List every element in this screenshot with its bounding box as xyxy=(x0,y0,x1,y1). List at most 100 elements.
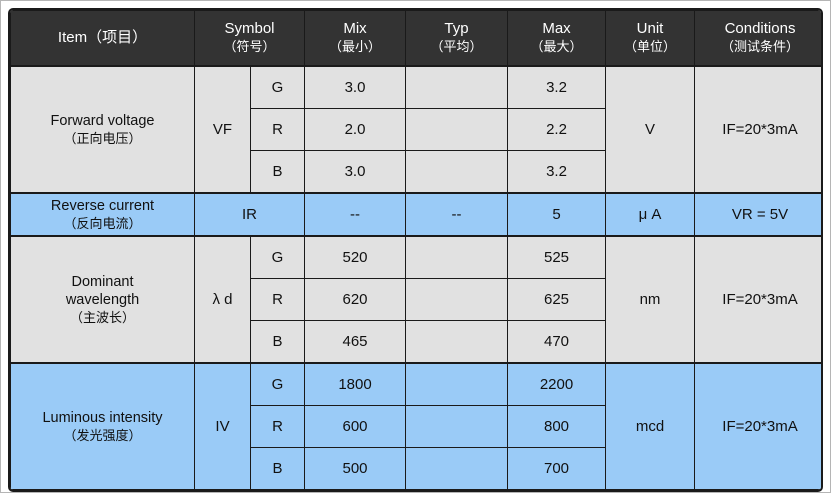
cell-mix: 3.0 xyxy=(304,65,407,109)
cell-unit-nm: nm xyxy=(605,235,696,364)
cell-channel: B xyxy=(249,447,306,490)
header-conditions-zh: （测试条件） xyxy=(721,38,800,54)
table-header: Item（项目） Symbol （符号） Mix （最小） Typ （平均） M… xyxy=(10,10,821,67)
cell-mix: 3.0 xyxy=(304,150,407,194)
header-max-zh: （最大） xyxy=(530,38,583,54)
header-unit: Unit （单位） xyxy=(605,10,696,67)
header-symbol-en: Symbol xyxy=(224,20,275,38)
cell-symbol-ir: IR xyxy=(193,192,306,237)
item-zh-label: （主波长） xyxy=(69,309,135,325)
cell-symbol-iv: IV xyxy=(194,362,251,490)
item-en-label: Forward voltage xyxy=(50,112,155,129)
cell-mix: 620 xyxy=(304,278,407,321)
table-row: Luminous intensity （发光强度） IV G 1800 2200… xyxy=(10,362,821,490)
cell-item-reverse-current: Reverse current （反向电流） xyxy=(10,192,195,237)
cell-typ xyxy=(405,65,509,109)
cell-conditions: VR = 5V xyxy=(694,192,821,237)
cell-typ xyxy=(405,235,509,279)
cell-mix: 600 xyxy=(304,405,407,448)
cell-typ xyxy=(405,278,509,321)
cell-max: 525 xyxy=(507,235,607,279)
cell-channel: B xyxy=(249,150,306,194)
item-zh-label: （正向电压） xyxy=(63,130,142,146)
header-mix: Mix （最小） xyxy=(304,10,407,67)
cell-item-forward-voltage: Forward voltage （正向电压） xyxy=(10,65,195,194)
cell-mix: 500 xyxy=(304,447,407,490)
header-unit-en: Unit xyxy=(636,20,664,38)
header-symbol-zh: （符号） xyxy=(223,38,276,54)
cell-typ xyxy=(405,320,509,364)
cell-max: 3.2 xyxy=(507,65,607,109)
cell-conditions: IF=20*3mA xyxy=(694,65,821,194)
header-conditions: Conditions （测试条件） xyxy=(694,10,821,67)
cell-typ xyxy=(405,447,509,490)
led-spec-table: Item（项目） Symbol （符号） Mix （最小） Typ （平均） M… xyxy=(10,10,822,490)
spec-table-frame: Item（项目） Symbol （符号） Mix （最小） Typ （平均） M… xyxy=(8,8,823,492)
header-row: Item（项目） Symbol （符号） Mix （最小） Typ （平均） M… xyxy=(10,10,821,67)
table-row: R 620 625 xyxy=(11,278,822,321)
header-max: Max （最大） xyxy=(507,10,607,67)
section-luminous-intensity: Luminous intensity （发光强度） IV G 1800 2200… xyxy=(10,362,822,490)
cell-max: 700 xyxy=(507,447,607,490)
table-row: R 2.0 2.2 xyxy=(11,108,822,151)
cell-max: 625 xyxy=(507,278,607,321)
header-max-en: Max xyxy=(542,20,571,38)
header-item-label: Item（项目） xyxy=(57,28,148,46)
cell-symbol-vf: VF xyxy=(194,65,251,194)
section-reverse-current: Reverse current （反向电流） IR -- -- 5 μ A VR… xyxy=(10,192,821,237)
cell-symbol-lambda-d: λ d xyxy=(194,235,251,364)
cell-max: 2.2 xyxy=(507,108,607,151)
header-typ-zh: （平均） xyxy=(430,38,483,54)
cell-typ xyxy=(405,108,509,151)
cell-item-luminous-intensity: Luminous intensity （发光强度） xyxy=(10,362,195,490)
cell-max: 3.2 xyxy=(507,150,607,194)
header-mix-en: Mix xyxy=(343,20,367,38)
cell-mix: -- xyxy=(304,192,407,237)
table-row: Reverse current （反向电流） IR -- -- 5 μ A VR… xyxy=(10,192,821,237)
cell-mix: 520 xyxy=(304,235,407,279)
table-row: B 500 700 xyxy=(11,447,822,490)
cell-channel: R xyxy=(249,278,306,321)
cell-max: 800 xyxy=(507,405,607,448)
section-forward-voltage: Forward voltage （正向电压） VF G 3.0 3.2 V IF… xyxy=(10,65,822,194)
header-conditions-en: Conditions xyxy=(724,20,796,38)
cell-mix: 1800 xyxy=(304,362,407,406)
cell-typ xyxy=(405,362,509,406)
cell-typ xyxy=(405,405,509,448)
cell-unit-mcd: mcd xyxy=(605,362,696,490)
item-en-label: Reverse current xyxy=(50,197,155,214)
cell-unit-v: V xyxy=(605,65,696,194)
cell-max: 2200 xyxy=(507,362,607,406)
cell-typ xyxy=(405,150,509,194)
table-row: Dominant wavelength （主波长） λ d G 520 525 … xyxy=(10,235,821,364)
header-symbol: Symbol （符号） xyxy=(193,10,306,67)
cell-channel: R xyxy=(249,108,306,151)
section-dominant-wavelength: Dominant wavelength （主波长） λ d G 520 525 … xyxy=(10,235,822,364)
item-zh-label: （反向电流） xyxy=(63,215,142,231)
item-en-label: Luminous intensity xyxy=(42,409,163,426)
item-zh-label: （发光强度） xyxy=(63,427,142,443)
cell-channel: G xyxy=(249,65,306,109)
header-typ: Typ （平均） xyxy=(405,10,509,67)
cell-conditions: IF=20*3mA xyxy=(694,235,821,364)
header-unit-zh: （单位） xyxy=(624,38,677,54)
header-typ-en: Typ xyxy=(444,20,469,38)
header-item: Item（项目） xyxy=(10,10,195,67)
cell-channel: B xyxy=(249,320,306,364)
cell-channel: G xyxy=(249,235,306,279)
cell-typ: -- xyxy=(405,192,509,237)
cell-conditions: IF=20*3mA xyxy=(694,362,821,490)
item-en-label: Dominant wavelength xyxy=(65,273,140,308)
cell-channel: R xyxy=(249,405,306,448)
cell-mix: 465 xyxy=(304,320,407,364)
cell-max: 470 xyxy=(507,320,607,364)
cell-mix: 2.0 xyxy=(304,108,407,151)
cell-channel: G xyxy=(249,362,306,406)
table-row: B 3.0 3.2 xyxy=(11,150,822,194)
header-mix-zh: （最小） xyxy=(329,38,382,54)
table-row: Forward voltage （正向电压） VF G 3.0 3.2 V IF… xyxy=(10,65,821,194)
cell-unit-ua: μ A xyxy=(605,192,696,237)
cell-max: 5 xyxy=(507,192,607,237)
cell-item-dominant-wavelength: Dominant wavelength （主波长） xyxy=(10,235,195,364)
